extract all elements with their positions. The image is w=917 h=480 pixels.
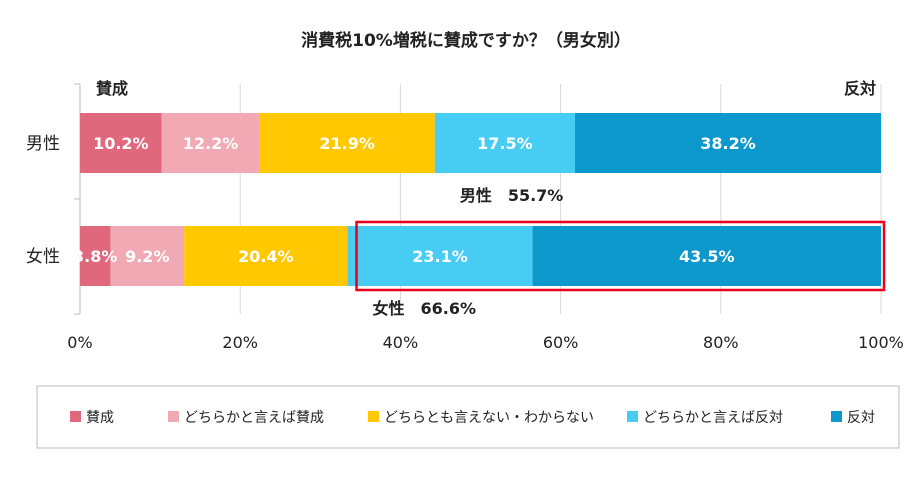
bar-segment [110, 226, 185, 286]
data-label: 12.2% [183, 134, 239, 153]
x-tick-labels: 0% 20% 40% 60% 80% 100% [67, 333, 904, 352]
x-tick-label: 60% [543, 333, 579, 352]
bar-segment [161, 113, 260, 173]
legend-label: どちらかと言えば反対 [643, 410, 783, 426]
legend-label: どちらとも言えない・わからない [384, 410, 594, 426]
legend-label: 賛成 [86, 410, 114, 426]
bar-segment [259, 113, 435, 173]
x-tick-label: 40% [383, 333, 419, 352]
data-label: 9.2% [125, 247, 169, 266]
bar-segment [434, 113, 576, 173]
bar-segment [575, 113, 881, 173]
chart-title: 消費税10%増税に賛成ですか？（男女別） [301, 30, 631, 51]
legend-swatch [168, 411, 179, 422]
category-label: 女性 [26, 247, 60, 267]
x-tick-label: 0% [67, 333, 92, 352]
data-label: 43.5% [679, 247, 735, 266]
bar-labels: 10.2% 12.2% 21.9% 17.5% 38.2% 3.8% 9.2% 20.4% 23… [73, 134, 756, 266]
bar-segment [532, 226, 881, 286]
legend-label: どちらかと言えば賛成 [184, 410, 324, 426]
summary-label: 男性 55.7% [460, 186, 564, 205]
x-tick-label: 20% [222, 333, 258, 352]
x-tick-label: 80% [703, 333, 739, 352]
data-label: 17.5% [477, 134, 533, 153]
bars [80, 113, 881, 286]
legend-swatch [70, 411, 81, 422]
legend: 賛成 どちらかと言えば賛成 どちらとも言えない・わからない どちらかと言えば反対 反対 [70, 410, 875, 426]
annotations: 男性 55.7% 女性 66.6% [355, 186, 886, 318]
legend-swatch [831, 411, 842, 422]
x-tick-label: 100% [858, 333, 904, 352]
bar-segment [347, 226, 533, 286]
right-end-label: 反対 [844, 79, 876, 98]
summary-label: 女性 66.6% [373, 299, 477, 318]
legend-label: 反対 [847, 410, 875, 426]
bar-segment [184, 226, 348, 286]
data-label: 38.2% [700, 134, 756, 153]
data-label: 21.9% [319, 134, 375, 153]
category-label: 男性 [26, 134, 60, 154]
bar-segment [80, 113, 162, 173]
data-label: 20.4% [238, 247, 294, 266]
legend-swatch [368, 411, 379, 422]
data-label: 10.2% [93, 134, 149, 153]
data-label: 23.1% [412, 247, 468, 266]
legend-box [36, 385, 900, 449]
bar-segment [80, 226, 111, 286]
legend-swatch [627, 411, 638, 422]
highlight-box [355, 220, 886, 292]
data-label: 3.8% [73, 247, 117, 266]
left-end-label: 賛成 [96, 79, 128, 98]
